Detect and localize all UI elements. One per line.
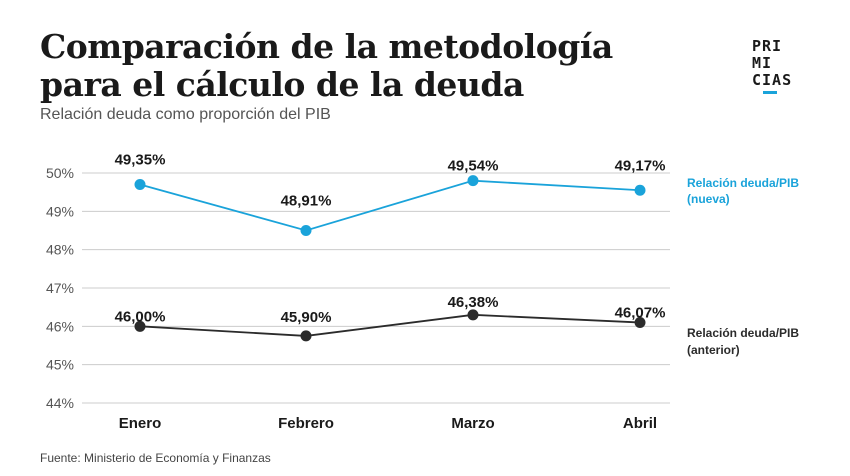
series-line-anterior xyxy=(139,313,641,337)
chart-title: Comparación de la metodología para el cá… xyxy=(40,27,613,104)
data-point-nueva-marzo xyxy=(467,175,479,187)
legend-anterior-line-1: Relación deuda/PIB xyxy=(687,326,799,340)
data-label-nueva-marzo: 49,54% xyxy=(448,158,499,175)
chart-subtitle: Relación deuda como proporción del PIB xyxy=(40,106,331,123)
data-label-anterior-marzo: 46,38% xyxy=(448,294,499,311)
legend-nueva-line-2: (nueva) xyxy=(687,192,730,206)
y-tick-label-44: 44% xyxy=(46,395,74,411)
y-tick-label-45: 45% xyxy=(46,357,74,373)
data-point-anterior-abril xyxy=(634,317,646,328)
data-point-anterior-enero xyxy=(134,320,146,332)
logo-line-2: MI xyxy=(752,54,773,72)
x-tick-label-febrero: Febrero xyxy=(278,415,334,432)
data-label-nueva-enero: 49,35% xyxy=(115,152,166,169)
data-point-anterior-marzo xyxy=(467,309,479,321)
legend-anterior-line-2: (anterior) xyxy=(687,343,740,357)
brand-logo: PRI MI CIAS xyxy=(752,38,802,89)
series-line-nueva xyxy=(139,179,641,232)
logo-line-3: CIAS xyxy=(752,71,793,89)
data-label-nueva-abril: 49,17% xyxy=(615,157,666,174)
data-point-anterior-febrero xyxy=(300,330,312,342)
data-label-anterior-abril: 46,07% xyxy=(615,305,666,322)
y-tick-label-48: 48% xyxy=(46,242,74,258)
x-tick-label-marzo: Marzo xyxy=(451,415,494,432)
y-tick-label-47: 47% xyxy=(46,280,74,296)
x-tick-label-abril: Abril xyxy=(623,415,657,432)
logo-accent-bar xyxy=(763,91,777,94)
data-label-anterior-enero: 46,00% xyxy=(115,308,166,325)
data-point-nueva-abril xyxy=(634,184,646,196)
y-tick-label-49: 49% xyxy=(46,203,74,219)
source-note: Fuente: Ministerio de Economía y Finanza… xyxy=(40,451,271,465)
y-tick-label-46: 46% xyxy=(46,318,74,334)
data-point-nueva-febrero xyxy=(300,225,312,236)
data-label-nueva-febrero: 48,91% xyxy=(281,193,332,210)
legend-nueva-line-1: Relación deuda/PIB xyxy=(687,176,799,190)
y-tick-label-50: 50% xyxy=(46,165,74,181)
data-point-nueva-enero xyxy=(134,179,146,190)
data-label-anterior-febrero: 45,90% xyxy=(281,309,332,326)
x-tick-label-enero: Enero xyxy=(119,415,162,432)
logo-line-1: PRI xyxy=(752,37,783,55)
